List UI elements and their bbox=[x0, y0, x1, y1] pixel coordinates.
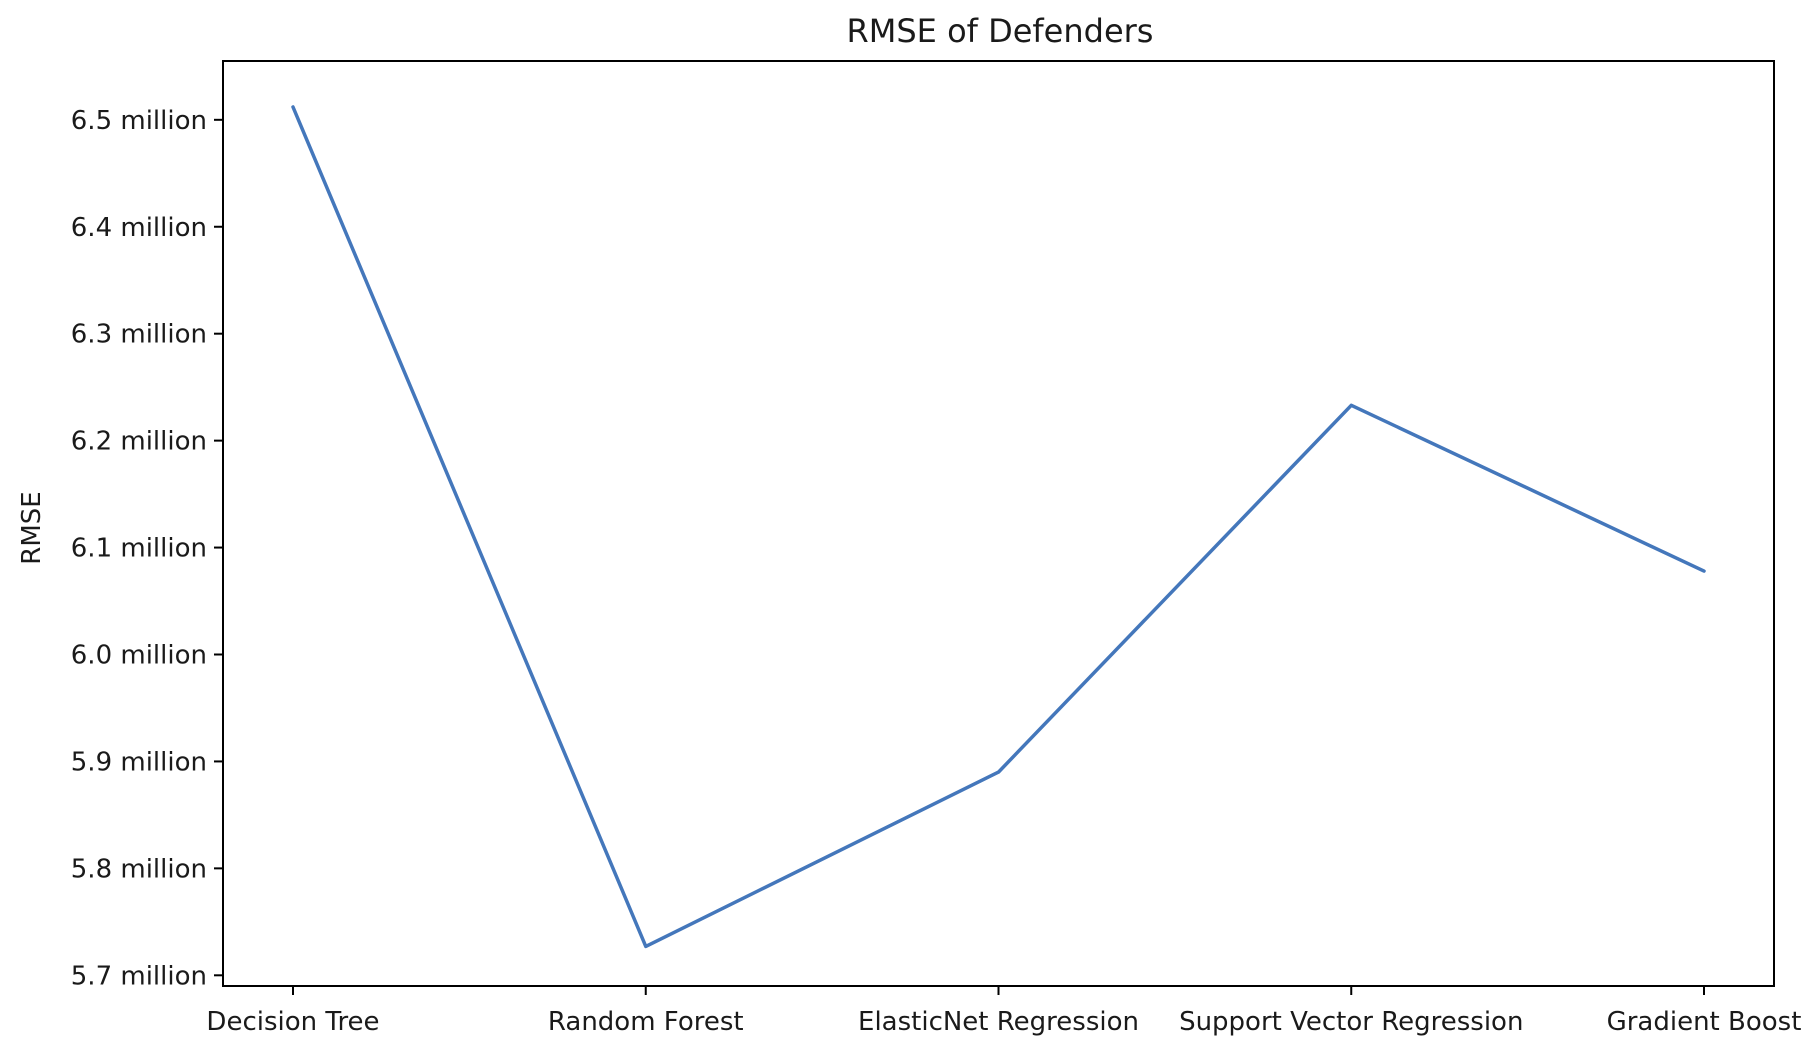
x-tick-label: Support Vector Regression bbox=[1179, 1007, 1523, 1037]
x-axis-ticks: Decision Tree Random Forest ElasticNet Reg… bbox=[206, 986, 1801, 1037]
x-tick-label: ElasticNet Regression bbox=[858, 1007, 1139, 1037]
y-tick-label: 6.0 million bbox=[71, 640, 207, 670]
x-tick-label: Gradient Boost bbox=[1607, 1007, 1802, 1037]
y-tick-label: 5.8 million bbox=[71, 854, 207, 884]
y-tick-label: 5.7 million bbox=[71, 961, 207, 991]
y-axis-label: RMSE bbox=[17, 491, 47, 564]
chart-title: RMSE of Defenders bbox=[847, 12, 1154, 50]
y-tick-label: 6.5 million bbox=[71, 106, 207, 136]
series-layer bbox=[291, 105, 1706, 949]
x-tick-label: Random Forest bbox=[548, 1007, 744, 1037]
y-tick-label: 6.4 million bbox=[71, 213, 207, 243]
series-line bbox=[291, 105, 1706, 949]
y-tick-label: 6.2 million bbox=[71, 427, 207, 457]
x-tick-label: Decision Tree bbox=[206, 1007, 379, 1037]
y-tick-label: 6.3 million bbox=[71, 320, 207, 350]
y-tick-label: 6.1 million bbox=[71, 534, 207, 564]
y-axis-ticks: 5.7 million 5.8 million 5.9 million 6.0 mil… bbox=[71, 106, 223, 991]
plot-area-frame bbox=[222, 60, 1775, 987]
y-tick-label: 5.9 million bbox=[71, 747, 207, 777]
